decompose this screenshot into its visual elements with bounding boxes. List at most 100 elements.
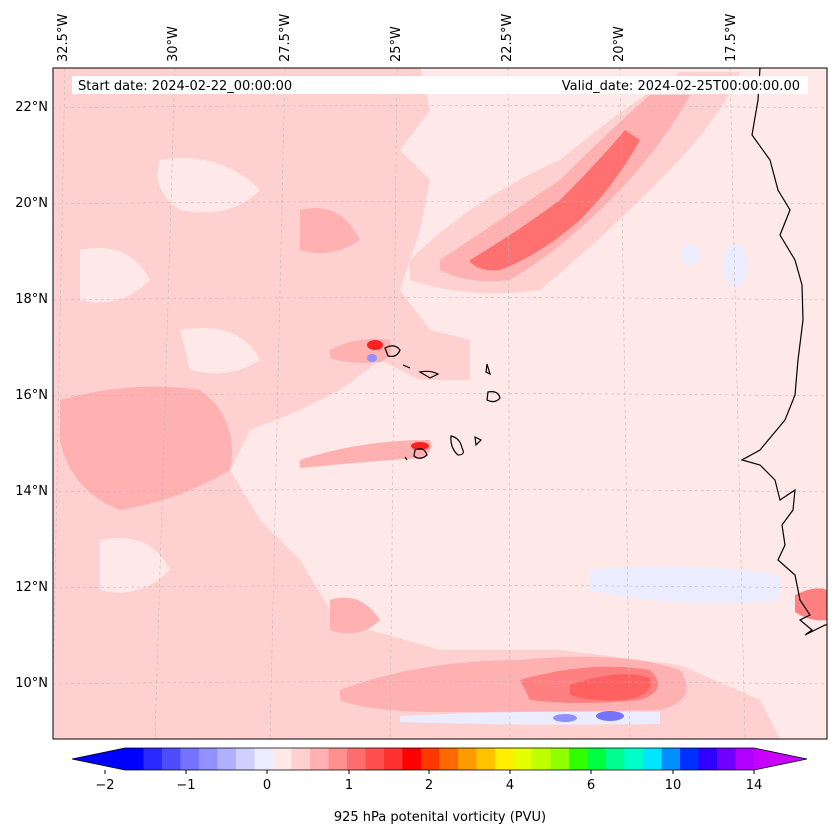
cb-tick-label-6: 6 <box>587 778 595 793</box>
pv-blue-north <box>367 354 377 362</box>
pv-red-north <box>367 340 383 350</box>
pv-patch-w1 <box>60 386 232 510</box>
colorbar-title: 925 hPa potenital vorticity (PVU) <box>334 810 546 825</box>
colorbar-cell <box>661 748 681 770</box>
lat-labels: 22°N 20°N 18°N 16°N 14°N 12°N 10°N <box>15 100 48 691</box>
pv-red-south <box>411 442 429 450</box>
colorbar-cell <box>402 748 422 770</box>
pv-gap-1 <box>157 158 260 213</box>
island-santo-antao <box>384 345 401 357</box>
colorbar-cell <box>273 748 292 770</box>
colorbar-cell <box>624 748 644 770</box>
cb-tick-label-4: 2 <box>425 778 433 793</box>
pv-band-south-red <box>570 674 651 701</box>
pv-patch-w2 <box>300 208 360 254</box>
island-boa-vista <box>486 391 501 403</box>
lat-label-22n: 22°N <box>15 100 48 115</box>
cb-tick-label-7: 10 <box>665 778 682 793</box>
lon-label-22.5w: 22.5°W <box>500 14 515 62</box>
cb-tick-label-2: 0 <box>263 778 271 793</box>
start-date-label: Start date: 2024-02-22_00:00:00 <box>78 79 292 94</box>
island-santiago <box>450 435 464 456</box>
lat-label-18n: 18°N <box>15 292 48 307</box>
colorbar-cell <box>495 748 514 770</box>
coastline-africa <box>740 68 827 636</box>
colorbar-cell <box>439 748 459 770</box>
pv-patch-w3 <box>330 597 380 634</box>
colorbar-cell <box>680 748 699 770</box>
date-banner <box>72 76 808 94</box>
pv-gap-4 <box>180 328 260 374</box>
colorbar-cell <box>199 748 218 770</box>
colorbar-cell <box>291 748 311 770</box>
colorbar-ticks <box>104 770 755 774</box>
colorbar-cell <box>421 748 440 770</box>
colorbar-cell <box>476 748 496 770</box>
lat-label-10n: 10°N <box>15 676 48 691</box>
cb-tick-label-3: 1 <box>345 778 353 793</box>
valid-date-label: Valid_date: 2024-02-25T00:00:00.00 <box>562 79 800 94</box>
island-sal <box>485 363 491 376</box>
lat-label-20n: 20°N <box>15 196 48 211</box>
colorbar-cell <box>384 748 403 770</box>
pv-streamer-ne-core <box>470 130 640 271</box>
lon-label-32.5w: 32.5°W <box>56 14 71 62</box>
colorbar-cell <box>125 748 144 770</box>
island-fogo <box>413 448 428 459</box>
colorbar-cells <box>125 748 755 770</box>
pv-contour-west <box>53 68 780 739</box>
colorbar-cell <box>217 748 237 770</box>
colorbar-cell <box>143 748 163 770</box>
cb-tick-label-0: −2 <box>95 778 114 793</box>
lat-label-16n: 16°N <box>15 388 48 403</box>
pv-blue-2 <box>596 711 624 721</box>
colorbar-cell <box>513 748 533 770</box>
lon-label-20w: 20°W <box>612 26 627 62</box>
island-sao-vicente <box>402 364 411 369</box>
lon-label-30w: 30°W <box>166 26 181 62</box>
cb-tick-label-1: −1 <box>176 778 195 793</box>
cb-tick-label-8: 14 <box>746 778 763 793</box>
pv-gap-2 <box>80 248 150 303</box>
lon-label-17.5w: 17.5°W <box>724 14 739 62</box>
pv-blue-east-2 <box>723 243 747 287</box>
graticule <box>53 68 827 739</box>
lat-label-12n: 12°N <box>15 580 48 595</box>
colorbar-cell <box>735 748 755 770</box>
pv-blue-strip <box>400 711 660 725</box>
colorbar-cell <box>643 748 662 770</box>
colorbar-cell <box>532 748 551 770</box>
pv-wake-south <box>300 440 432 468</box>
colorbar-cell <box>162 748 181 770</box>
colorbar-cell <box>254 748 274 770</box>
pv-field <box>53 68 827 739</box>
pv-gap-3 <box>100 538 170 593</box>
pv-blue-east <box>590 566 780 604</box>
colorbar-extend-low <box>72 748 125 770</box>
colorbar-cell <box>458 748 477 770</box>
colorbar-outline <box>71 747 808 771</box>
colorbar-cell <box>717 748 736 770</box>
cb-tick-label-5: 4 <box>506 778 514 793</box>
island-maio <box>474 435 483 447</box>
colorbar-cell <box>606 748 625 770</box>
colorbar-cell <box>587 748 607 770</box>
lon-labels: 32.5°W 30°W 27.5°W 25°W 22.5°W 20°W 17.5… <box>56 14 739 62</box>
colorbar-extend-high <box>754 748 807 770</box>
cape-verde-islands <box>384 345 501 461</box>
island-brava <box>404 456 408 461</box>
colorbar-cell <box>698 748 718 770</box>
map-frame <box>52 67 828 740</box>
lon-label-25w: 25°W <box>389 26 404 62</box>
pv-blue-east-3 <box>680 245 700 265</box>
colorbar-cell <box>365 748 385 770</box>
colorbar-cell <box>569 748 588 770</box>
island-sao-nicolau <box>418 370 440 379</box>
colorbar-cell <box>180 748 200 770</box>
colorbar: −2 −1 0 1 2 4 6 10 14 925 hPa potenital … <box>71 747 808 825</box>
pv-blue-1 <box>553 714 577 722</box>
colorbar-cell <box>550 748 570 770</box>
colorbar-cell <box>236 748 255 770</box>
colorbar-cell <box>310 748 329 770</box>
